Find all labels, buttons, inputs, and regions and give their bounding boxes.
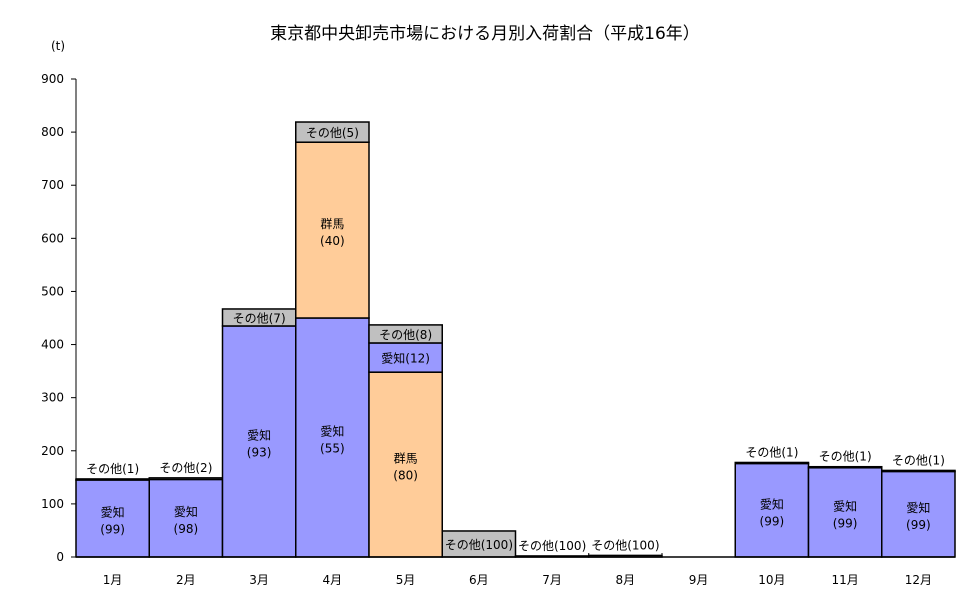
bar-stack-1: 愛知 (99) その他(1) [75, 462, 150, 558]
segment-percent: (80) [393, 469, 418, 483]
bar-segment [148, 478, 224, 558]
bar-segment [368, 371, 443, 558]
x-tick-label: 5月 [396, 573, 416, 587]
segment-label: 愛知 [174, 505, 198, 519]
y-tick-label: 0 [56, 550, 64, 564]
segment-percent: (98) [174, 522, 199, 536]
bar-segment [441, 530, 517, 558]
x-tick-label: 6月 [469, 573, 489, 587]
x-tick-label: 1月 [103, 573, 123, 587]
segment-percent: (93) [247, 445, 272, 459]
y-tick-label: 800 [41, 125, 64, 139]
segment-label: 愛知 [906, 501, 930, 515]
segment-label: その他(100) [445, 538, 513, 552]
bar-stack-6: その他(100) [441, 530, 517, 558]
segment-label: 愛知 [760, 497, 784, 511]
y-tick-label: 300 [41, 391, 64, 405]
y-tick-label: 500 [41, 284, 64, 298]
segment-label: その他(2) [159, 461, 212, 475]
y-tick-label: 700 [41, 178, 64, 192]
y-tick-label: 200 [41, 444, 64, 458]
bar-segment [368, 342, 443, 373]
bar-segment [75, 478, 150, 481]
bar-segment [148, 477, 224, 481]
segment-label: 愛知 [101, 505, 125, 519]
y-tick-label: 100 [41, 497, 64, 511]
bar-segment [807, 467, 883, 558]
x-tick-label: 2月 [176, 573, 196, 587]
bar-stack-8: その他(100) [588, 538, 663, 558]
segment-percent: (40) [320, 234, 345, 248]
bar-stack-3: 愛知 (93) その他(7) [221, 308, 297, 558]
bar-stack-11: 愛知 (99) その他(1) [807, 450, 883, 558]
bar-segment [75, 479, 150, 558]
segment-label: その他(100) [518, 539, 586, 553]
bar-segment [368, 324, 443, 344]
chart-title: 東京都中央卸売市場における月別入荷割合（平成16年） [270, 24, 700, 44]
y-tick-label: 400 [41, 338, 64, 352]
bar-stack-12: 愛知 (99) その他(1) [881, 453, 956, 558]
segment-label: 愛知 [833, 499, 857, 513]
bar-stack-10: 愛知 (99) その他(1) [734, 445, 810, 558]
segment-percent: (55) [320, 442, 345, 456]
segment-label: 愛知(12) [381, 352, 430, 366]
segment-label: その他(1) [86, 462, 139, 476]
x-tick-label: 4月 [323, 573, 343, 587]
segment-percent: (99) [833, 516, 858, 530]
segment-percent: (99) [906, 518, 931, 532]
y-tick-label: 600 [41, 231, 64, 245]
segment-label: その他(8) [379, 328, 432, 342]
x-tick-label: 7月 [542, 573, 562, 587]
segment-label: 愛知 [247, 428, 271, 442]
segment-label: その他(1) [745, 445, 798, 459]
bar-stack-7: その他(100) [514, 539, 590, 558]
bar-stack-5: 群馬 (80) 愛知(12) その他(8) [368, 324, 443, 558]
bar-segment [807, 465, 883, 469]
segment-label: その他(100) [591, 538, 659, 552]
segment-label: その他(5) [306, 126, 359, 140]
bar-stack-4: 愛知 (55) 群馬 (40) その他(5) [295, 121, 370, 558]
segment-label: その他(1) [892, 453, 945, 467]
bar-segment [881, 469, 956, 473]
bar-segment [881, 470, 956, 558]
segment-label: 群馬 [320, 217, 344, 231]
x-tick-label: 11月 [831, 573, 858, 587]
x-tick-label: 3月 [249, 573, 269, 587]
bar-stack-2: 愛知 (98) その他(2) [148, 461, 224, 558]
x-tick-label: 8月 [616, 573, 636, 587]
segment-label: 群馬 [394, 452, 418, 466]
y-tick-label: 900 [41, 72, 64, 86]
segment-label: その他(7) [233, 311, 286, 325]
bar-segment [295, 121, 370, 143]
segment-percent: (99) [760, 514, 785, 528]
segment-label: 愛知 [320, 425, 344, 439]
y-axis-unit: (t) [51, 39, 65, 53]
segment-percent: (99) [100, 522, 125, 536]
x-tick-label: 9月 [689, 573, 709, 587]
x-tick-label: 12月 [905, 573, 932, 587]
bar-segment [734, 461, 810, 465]
x-tick-label: 10月 [758, 573, 785, 587]
segment-label: その他(1) [819, 450, 872, 464]
bar-segment [295, 141, 370, 319]
